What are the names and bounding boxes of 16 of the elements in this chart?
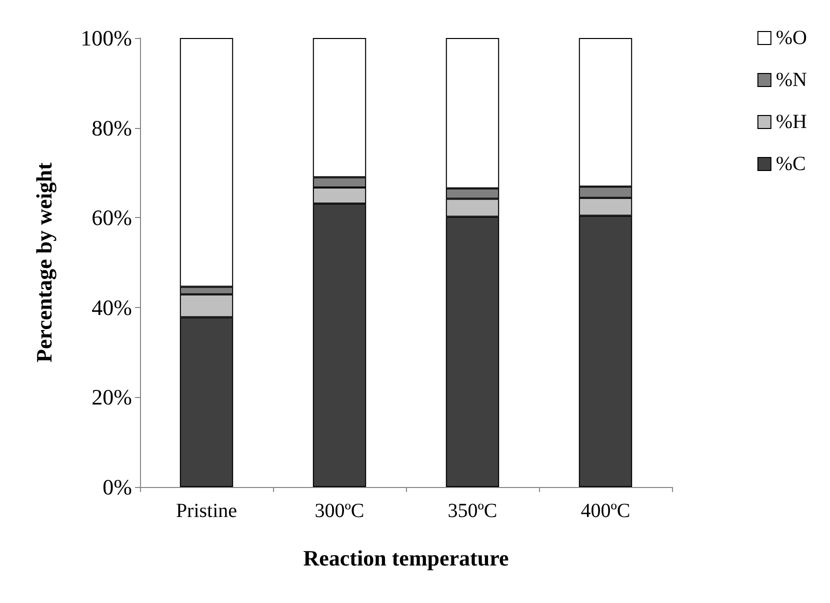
x-axis-title: Reaction temperature [303, 546, 509, 570]
x-tick-label: 350ºC [448, 500, 498, 522]
y-tick-label: 0% [102, 474, 132, 500]
y-tick-label: 60% [92, 205, 132, 230]
y-tick-label: 100% [80, 26, 132, 50]
y-tick-label: 20% [92, 384, 132, 410]
legend-label: %C [776, 153, 806, 175]
legend-label: %O [776, 27, 808, 49]
legend-label: %H [776, 111, 808, 133]
x-tick-label: 400ºC [580, 500, 630, 522]
legend-label: %N [776, 69, 808, 91]
x-tick-label: 300ºC [314, 500, 364, 522]
x-tick-label: Pristine [176, 500, 238, 522]
y-tick-label: 40% [92, 294, 132, 320]
y-axis-title: Percentage by weight [32, 162, 56, 362]
y-tick-label: 80% [92, 115, 132, 140]
